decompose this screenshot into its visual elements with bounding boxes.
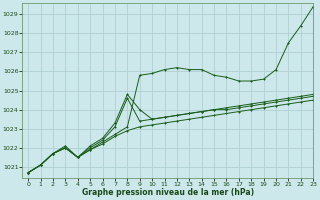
X-axis label: Graphe pression niveau de la mer (hPa): Graphe pression niveau de la mer (hPa) — [82, 188, 254, 197]
